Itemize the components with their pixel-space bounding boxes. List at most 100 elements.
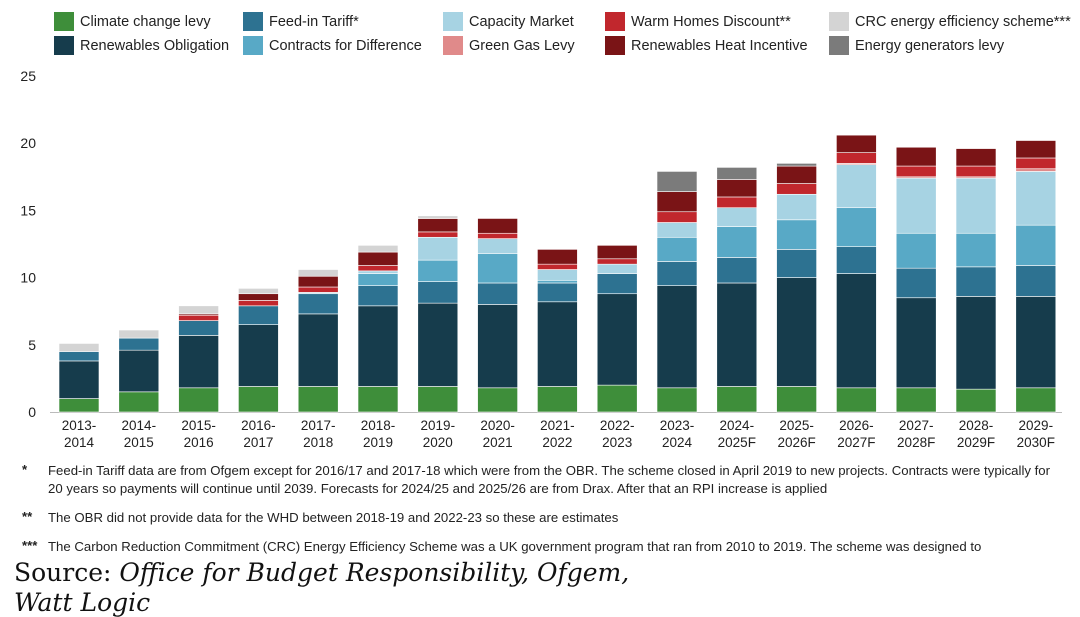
bar-segment xyxy=(477,387,518,413)
legend-swatch xyxy=(829,12,849,31)
bar-segment xyxy=(1015,265,1057,297)
bar-segment xyxy=(656,222,698,238)
bar-segment xyxy=(1015,171,1057,226)
bar-segment xyxy=(297,269,339,277)
legend-swatch xyxy=(54,36,74,55)
x-tick-label: 2028-2029F xyxy=(957,418,995,450)
bar-segment xyxy=(955,177,997,234)
bar-segment xyxy=(656,387,698,413)
x-tick-label: 2017-2018 xyxy=(301,418,336,450)
bar-segment xyxy=(417,281,459,304)
y-tick-label: 25 xyxy=(20,68,36,84)
legend-label: CRC energy efficiency scheme*** xyxy=(855,13,1071,30)
footnote-3-text: The Carbon Reduction Commitment (CRC) En… xyxy=(48,539,982,554)
bar-segment xyxy=(238,324,279,387)
y-tick-label: 0 xyxy=(28,404,36,420)
bar-segment xyxy=(357,270,399,274)
bar-segment xyxy=(776,219,817,250)
bar-segment xyxy=(238,305,279,325)
bar-segment xyxy=(357,265,399,272)
bar-segment xyxy=(776,193,817,221)
bar-segment xyxy=(238,293,279,301)
bar-segment xyxy=(357,386,399,413)
bar-segment xyxy=(178,387,219,413)
footnote-2: ** The OBR did not provide data for the … xyxy=(22,509,1062,527)
bar-segment xyxy=(836,152,877,164)
legend-swatch xyxy=(829,36,849,55)
bar-segment xyxy=(895,297,937,389)
x-tick-label: 2026-2027F xyxy=(837,418,875,450)
bar-segment xyxy=(238,288,279,295)
legend-label: Renewables Obligation xyxy=(80,37,230,54)
y-tick-label: 10 xyxy=(20,270,36,286)
bar-segment xyxy=(297,286,339,293)
bar-segment xyxy=(58,360,100,399)
bar-segment xyxy=(955,388,997,413)
bar-segment xyxy=(716,207,758,227)
x-tick-label: 2023-2024 xyxy=(660,418,695,450)
bar-segment xyxy=(238,300,279,307)
bar-segment xyxy=(776,163,817,167)
bar-segment xyxy=(895,165,937,178)
legend-item-8: CRC energy efficiency scheme*** xyxy=(829,12,1071,31)
bar-segment xyxy=(716,167,758,180)
legend-label: Contracts for Difference xyxy=(269,37,422,54)
bar-segment xyxy=(776,183,817,195)
bar-segment xyxy=(955,232,997,268)
bar-segment xyxy=(118,329,160,339)
bar-segment xyxy=(357,285,399,307)
bar-segment xyxy=(776,165,817,184)
bar-segment xyxy=(58,398,100,413)
bar-segment xyxy=(895,387,937,413)
x-tick-label: 2013-2014 xyxy=(62,418,97,450)
bar-segment xyxy=(357,245,399,253)
x-tick-label: 2016-2017 xyxy=(241,418,276,450)
bar-segment xyxy=(836,387,877,413)
bar-segment xyxy=(1015,224,1057,266)
bar-segment xyxy=(656,236,698,262)
bar-segment xyxy=(537,301,578,387)
legend-label: Warm Homes Discount** xyxy=(631,13,791,30)
legend-swatch xyxy=(443,36,463,55)
bar-segment xyxy=(836,246,877,274)
source-line-2: Watt Logic xyxy=(14,588,150,617)
x-tick-label: 2015-2016 xyxy=(181,418,216,450)
y-tick-label: 5 xyxy=(28,337,36,353)
bar-segment xyxy=(297,275,339,288)
bar-segment xyxy=(1015,387,1057,413)
source-prefix: Source: xyxy=(14,558,120,587)
legend-item-0: Climate change levy xyxy=(54,12,211,31)
bar-segment xyxy=(955,266,997,297)
bar-segment xyxy=(417,302,459,387)
bar-segment xyxy=(836,207,877,247)
bar-segment xyxy=(477,218,518,234)
bar-segment xyxy=(776,277,817,387)
bar-segment xyxy=(118,349,160,393)
bar-segment xyxy=(596,245,638,260)
bar-segment xyxy=(895,267,937,299)
bar-segment xyxy=(58,351,100,362)
footnote-1: * Feed-in Tariff data are from Ofgem exc… xyxy=(22,462,1062,498)
bar-segment xyxy=(417,215,459,219)
bar-segment xyxy=(357,251,399,266)
footnote-3-mark: *** xyxy=(22,538,38,553)
bar-segment xyxy=(58,343,100,352)
y-tick-label: 20 xyxy=(20,135,36,151)
bar-segment xyxy=(537,263,578,270)
bar-segment xyxy=(297,313,339,387)
bar-segment xyxy=(955,148,997,167)
legend-swatch xyxy=(605,36,625,55)
x-tick-label: 2024-2025F xyxy=(718,418,756,450)
legend-swatch xyxy=(443,12,463,31)
legend-swatch xyxy=(243,12,263,31)
bar-segment xyxy=(1015,157,1057,170)
bar-segment xyxy=(1015,296,1057,389)
bar-segment xyxy=(716,179,758,198)
bar-segment xyxy=(118,337,160,351)
y-tick-label: 15 xyxy=(20,202,36,218)
footnote-1-mark: * xyxy=(22,462,28,477)
x-tick-label: 2014-2015 xyxy=(122,418,157,450)
x-tick-label: 2029-2030F xyxy=(1017,418,1055,450)
bar-segment xyxy=(895,177,937,234)
bar-segment xyxy=(656,191,698,213)
